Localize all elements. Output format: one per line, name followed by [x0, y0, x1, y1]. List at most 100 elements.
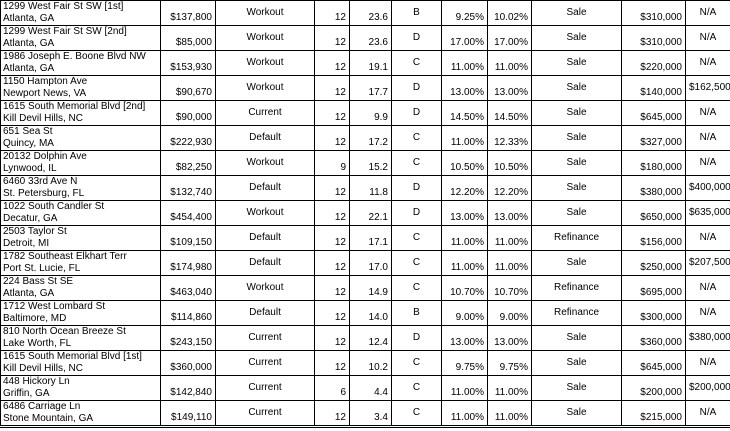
status-cell[interactable]: Default — [215, 300, 315, 326]
rate-cell-2[interactable]: 14.50% — [487, 100, 532, 126]
value-cell[interactable]: $360,000 — [621, 325, 686, 351]
rate-cell-2[interactable]: 11.00% — [487, 400, 532, 428]
grade-cell[interactable]: C — [391, 150, 442, 176]
term-cell[interactable]: 12 — [314, 125, 350, 151]
rate-cell[interactable]: 9.00% — [441, 300, 488, 326]
extra-value-cell[interactable]: N/A — [685, 225, 730, 251]
grade-cell[interactable]: C — [391, 275, 442, 301]
term-cell[interactable]: 12 — [314, 400, 350, 428]
status-cell[interactable]: Workout — [215, 75, 315, 101]
value-cell[interactable]: $327,000 — [621, 125, 686, 151]
ratio-cell[interactable]: 14.9 — [349, 275, 392, 301]
address-cell[interactable]: 224 Bass St SE Atlanta, GA — [0, 275, 161, 301]
ratio-cell[interactable]: 14.0 — [349, 300, 392, 326]
term-cell[interactable]: 12 — [314, 250, 350, 276]
ratio-cell[interactable]: 17.7 — [349, 75, 392, 101]
ratio-cell[interactable]: 4.4 — [349, 375, 392, 401]
loan-amount-cell[interactable]: $243,150 — [160, 325, 216, 351]
purpose-cell[interactable]: Sale — [531, 325, 622, 351]
purpose-cell[interactable]: Sale — [531, 100, 622, 126]
rate-cell-2[interactable]: 13.00% — [487, 200, 532, 226]
rate-cell[interactable]: 9.75% — [441, 350, 488, 376]
rate-cell-2[interactable]: 17.00% — [487, 25, 532, 51]
rate-cell[interactable]: 11.00% — [441, 400, 488, 428]
grade-cell[interactable]: D — [391, 325, 442, 351]
purpose-cell[interactable]: Sale — [531, 0, 622, 26]
status-cell[interactable]: Default — [215, 125, 315, 151]
address-cell[interactable]: 1299 West Fair St SW [1st] Atlanta, GA — [0, 0, 161, 26]
term-cell[interactable]: 12 — [314, 275, 350, 301]
extra-value-cell[interactable]: $162,500 — [685, 75, 730, 101]
address-cell[interactable]: 810 North Ocean Breeze St Lake Worth, FL — [0, 325, 161, 351]
address-cell[interactable]: 1299 West Fair St SW [2nd] Atlanta, GA — [0, 25, 161, 51]
rate-cell[interactable]: 11.00% — [441, 225, 488, 251]
purpose-cell[interactable]: Refinance — [531, 300, 622, 326]
status-cell[interactable]: Workout — [215, 50, 315, 76]
grade-cell[interactable]: D — [391, 25, 442, 51]
loan-amount-cell[interactable]: $109,150 — [160, 225, 216, 251]
ratio-cell[interactable]: 23.6 — [349, 25, 392, 51]
address-cell[interactable]: 6460 33rd Ave N St. Petersburg, FL — [0, 175, 161, 201]
rate-cell-2[interactable]: 11.00% — [487, 375, 532, 401]
status-cell[interactable]: Current — [215, 325, 315, 351]
value-cell[interactable]: $180,000 — [621, 150, 686, 176]
purpose-cell[interactable]: Sale — [531, 200, 622, 226]
rate-cell-2[interactable]: 11.00% — [487, 225, 532, 251]
grade-cell[interactable]: C — [391, 125, 442, 151]
status-cell[interactable]: Workout — [215, 275, 315, 301]
grade-cell[interactable]: C — [391, 250, 442, 276]
loan-amount-cell[interactable]: $149,110 — [160, 400, 216, 428]
address-cell[interactable]: 1782 Southeast Elkhart Terr Port St. Luci… — [0, 250, 161, 276]
grade-cell[interactable]: C — [391, 375, 442, 401]
rate-cell-2[interactable]: 10.50% — [487, 150, 532, 176]
status-cell[interactable]: Workout — [215, 25, 315, 51]
address-cell[interactable]: 1022 South Candler St Decatur, GA — [0, 200, 161, 226]
loan-amount-cell[interactable]: $132,740 — [160, 175, 216, 201]
purpose-cell[interactable]: Sale — [531, 75, 622, 101]
term-cell[interactable]: 9 — [314, 150, 350, 176]
term-cell[interactable]: 12 — [314, 325, 350, 351]
value-cell[interactable]: $140,000 — [621, 75, 686, 101]
term-cell[interactable]: 12 — [314, 75, 350, 101]
rate-cell-2[interactable]: 9.75% — [487, 350, 532, 376]
term-cell[interactable]: 12 — [314, 300, 350, 326]
extra-value-cell[interactable]: $207,500 — [685, 250, 730, 276]
value-cell[interactable]: $645,000 — [621, 350, 686, 376]
grade-cell[interactable]: D — [391, 100, 442, 126]
rate-cell-2[interactable]: 11.00% — [487, 250, 532, 276]
address-cell[interactable]: 20132 Dolphin Ave Lynwood, IL — [0, 150, 161, 176]
value-cell[interactable]: $300,000 — [621, 300, 686, 326]
loan-amount-cell[interactable]: $153,930 — [160, 50, 216, 76]
rate-cell[interactable]: 10.50% — [441, 150, 488, 176]
purpose-cell[interactable]: Sale — [531, 125, 622, 151]
status-cell[interactable]: Workout — [215, 150, 315, 176]
loan-amount-cell[interactable]: $114,860 — [160, 300, 216, 326]
ratio-cell[interactable]: 15.2 — [349, 150, 392, 176]
extra-value-cell[interactable]: N/A — [685, 25, 730, 51]
value-cell[interactable]: $645,000 — [621, 100, 686, 126]
rate-cell-2[interactable]: 10.02% — [487, 0, 532, 26]
rate-cell[interactable]: 17.00% — [441, 25, 488, 51]
loan-amount-cell[interactable]: $137,800 — [160, 0, 216, 26]
address-cell[interactable]: 651 Sea St Quincy, MA — [0, 125, 161, 151]
status-cell[interactable]: Default — [215, 175, 315, 201]
term-cell[interactable]: 12 — [314, 25, 350, 51]
address-cell[interactable]: 448 Hickory Ln Griffin, GA — [0, 375, 161, 401]
term-cell[interactable]: 12 — [314, 175, 350, 201]
loan-amount-cell[interactable]: $222,930 — [160, 125, 216, 151]
rate-cell[interactable]: 11.00% — [441, 125, 488, 151]
purpose-cell[interactable]: Sale — [531, 400, 622, 428]
extra-value-cell[interactable]: N/A — [685, 275, 730, 301]
grade-cell[interactable]: D — [391, 175, 442, 201]
term-cell[interactable]: 12 — [314, 100, 350, 126]
address-cell[interactable]: 1712 West Lombard St Baltimore, MD — [0, 300, 161, 326]
extra-value-cell[interactable]: N/A — [685, 50, 730, 76]
loan-amount-cell[interactable]: $454,400 — [160, 200, 216, 226]
ratio-cell[interactable]: 23.6 — [349, 0, 392, 26]
ratio-cell[interactable]: 9.9 — [349, 100, 392, 126]
rate-cell-2[interactable]: 13.00% — [487, 325, 532, 351]
grade-cell[interactable]: C — [391, 400, 442, 428]
purpose-cell[interactable]: Sale — [531, 50, 622, 76]
ratio-cell[interactable]: 17.0 — [349, 250, 392, 276]
value-cell[interactable]: $156,000 — [621, 225, 686, 251]
